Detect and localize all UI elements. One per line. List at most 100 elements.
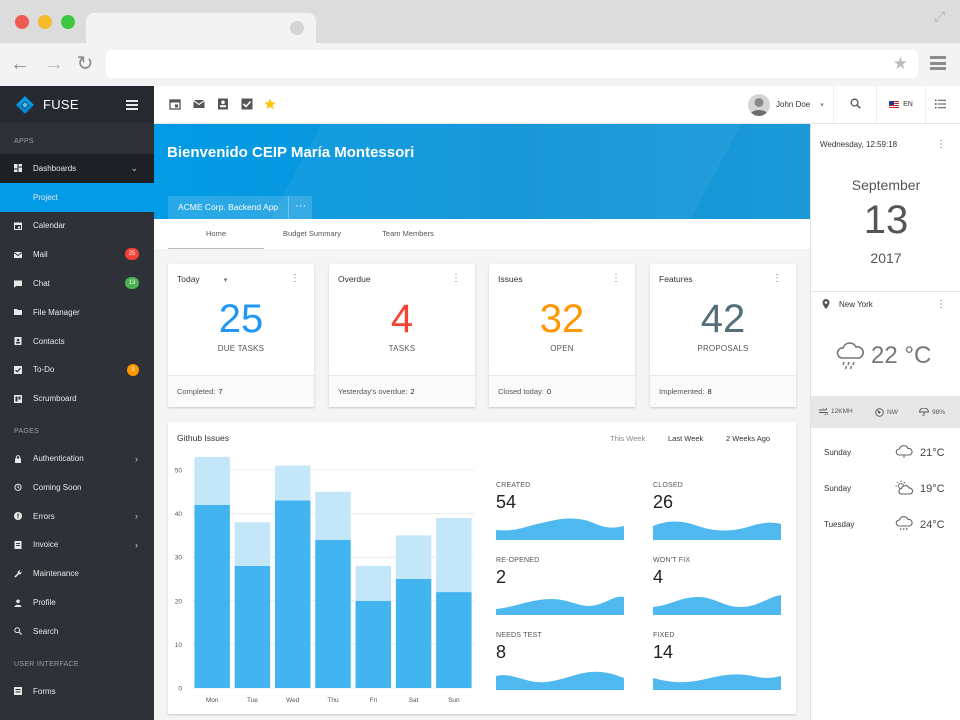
- chevron-down-icon: ⌄: [130, 162, 138, 173]
- user-menu[interactable]: John Doe ▾: [746, 86, 834, 123]
- range-last-week[interactable]: Last Week: [668, 434, 704, 443]
- chevron-right-icon: ›: [135, 453, 138, 464]
- tab-team-members[interactable]: Team Members: [382, 229, 434, 238]
- divider: [811, 291, 960, 292]
- sidebar-item-label: Scrumboard: [33, 394, 77, 404]
- y-tick-label: 50: [175, 468, 183, 475]
- expand-icon[interactable]: ⤢: [934, 8, 946, 24]
- wind-icon: [819, 408, 828, 415]
- language-code: EN: [903, 101, 913, 108]
- stat-value: 26: [653, 492, 674, 512]
- sidebar-item-project[interactable]: Project: [0, 182, 154, 212]
- browser-menu-icon[interactable]: [930, 56, 946, 70]
- favorite-star-icon[interactable]: [264, 98, 276, 110]
- sidebar-item-chat[interactable]: Chat 13: [0, 269, 154, 298]
- stat-value: 14: [653, 642, 674, 662]
- address-bar[interactable]: ★: [106, 50, 918, 78]
- sidebar-item-calendar[interactable]: Calendar: [0, 212, 154, 241]
- project-selector[interactable]: ACME Corp. Backend App ···: [168, 196, 313, 219]
- sidebar-item-forms[interactable]: Forms: [0, 677, 154, 706]
- sidebar-item-contacts[interactable]: Contacts: [0, 327, 154, 356]
- widget-title: Features: [659, 274, 693, 284]
- sidebar-item-label: Profile: [33, 598, 56, 608]
- more-vert-icon[interactable]: ⋮: [290, 273, 300, 284]
- todo-shortcut-icon[interactable]: [241, 98, 253, 110]
- wind-direction: NW: [875, 408, 898, 417]
- alarm-icon: [14, 483, 22, 492]
- quick-panel-list-icon[interactable]: [935, 99, 946, 109]
- mail-badge: 25: [125, 248, 139, 261]
- widget-footer: Closed today: 0: [489, 375, 635, 407]
- sidebar-toggle-icon[interactable]: [126, 100, 138, 112]
- widget-value: 4: [390, 297, 414, 341]
- sidebar-item-dashboards[interactable]: Dashboards ⌄: [0, 154, 154, 183]
- sparkline: [496, 518, 624, 540]
- sidebar-item-scrumboard[interactable]: Scrumboard: [0, 384, 154, 413]
- widget-footer: Completed: 7: [168, 375, 314, 407]
- back-icon[interactable]: ←: [10, 53, 30, 75]
- top-toolbar: John Doe ▾ EN: [154, 86, 960, 124]
- reload-icon[interactable]: ↻: [76, 53, 94, 75]
- more-vert-icon[interactable]: ⋮: [936, 299, 946, 310]
- sidebar-item-label: Authentication: [33, 454, 84, 464]
- widget-value: 25: [218, 297, 264, 341]
- search-icon: [14, 627, 22, 636]
- window-close-button[interactable]: [15, 15, 29, 29]
- section-pages: PAGES: [14, 428, 40, 436]
- forecast-row: Sunday 19°C: [811, 472, 960, 506]
- sidebar-item-label: File Manager: [33, 307, 80, 317]
- active-tab-indicator: [168, 248, 264, 249]
- more-vert-icon[interactable]: ⋮: [936, 139, 946, 150]
- contacts-shortcut-icon[interactable]: [217, 98, 229, 110]
- stat-value: 4: [653, 567, 664, 587]
- forecast-day: Sunday: [824, 448, 852, 457]
- window-minimize-button[interactable]: [38, 15, 52, 29]
- sidebar-item-authentication[interactable]: Authentication ›: [0, 444, 154, 473]
- sidebar-item-todo[interactable]: To-Do 3: [0, 356, 154, 385]
- bar-issues: [315, 539, 351, 688]
- sidebar-item-label: Calendar: [33, 221, 66, 231]
- sidebar-item-profile[interactable]: Profile: [0, 588, 154, 617]
- browser-tab[interactable]: [86, 13, 316, 43]
- sparkline: [496, 671, 624, 690]
- calendar-shortcut-icon[interactable]: [169, 98, 181, 110]
- github-bar-chart: 0 10 20 30 40 50 Mon Tue Wed Thu Fri Sat Sun: [175, 456, 474, 704]
- sidebar-item-invoice[interactable]: Invoice ›: [0, 531, 154, 560]
- sparkline: [653, 595, 781, 615]
- sparkline: [653, 674, 781, 690]
- tab-close-icon[interactable]: [290, 21, 304, 35]
- widget-title[interactable]: Today ▾: [177, 274, 228, 284]
- bookmark-star-icon[interactable]: ★: [892, 54, 908, 73]
- widget-title: Issues: [498, 274, 523, 284]
- tab-budget-summary[interactable]: Budget Summary: [283, 229, 341, 238]
- calendar-month: September: [851, 177, 921, 193]
- current-datetime: Wednesday, 12:59:18: [820, 140, 898, 149]
- range-this-week[interactable]: This Week: [610, 434, 646, 443]
- more-vert-icon[interactable]: ⋮: [772, 273, 782, 284]
- project-more-button[interactable]: ···: [288, 196, 312, 219]
- mail-shortcut-icon[interactable]: [193, 98, 205, 110]
- lock-icon: [14, 454, 22, 463]
- x-tick-label: Fri: [369, 697, 377, 704]
- sidebar-item-file-manager[interactable]: File Manager: [0, 298, 154, 327]
- search-icon[interactable]: [850, 98, 861, 109]
- stat-label: RE-OPENED: [496, 557, 540, 564]
- language-switcher[interactable]: EN: [876, 86, 926, 123]
- sidebar: FUSE APPS Dashboards ⌄ Project Calendar …: [0, 86, 154, 720]
- window-maximize-button[interactable]: [61, 15, 75, 29]
- range-two-weeks-ago[interactable]: 2 Weeks Ago: [726, 434, 771, 443]
- sidebar-item-maintenance[interactable]: Maintenance: [0, 559, 154, 588]
- more-vert-icon[interactable]: ⋮: [611, 273, 621, 284]
- sidebar-item-mail[interactable]: Mail 25: [0, 240, 154, 269]
- forecast-day: Tuesday: [824, 520, 855, 529]
- sidebar-item-search[interactable]: Search: [0, 617, 154, 646]
- weather-location: New York: [839, 300, 873, 309]
- sparkline: [653, 521, 781, 540]
- x-tick-label: Thu: [327, 697, 339, 704]
- tab-home[interactable]: Home: [205, 229, 226, 238]
- sidebar-item-errors[interactable]: Errors ›: [0, 502, 154, 531]
- sidebar-item-coming-soon[interactable]: Coming Soon: [0, 473, 154, 502]
- more-vert-icon[interactable]: ⋮: [451, 273, 461, 284]
- forward-icon[interactable]: →: [44, 53, 64, 75]
- project-name: ACME Corp. Backend App: [178, 202, 279, 212]
